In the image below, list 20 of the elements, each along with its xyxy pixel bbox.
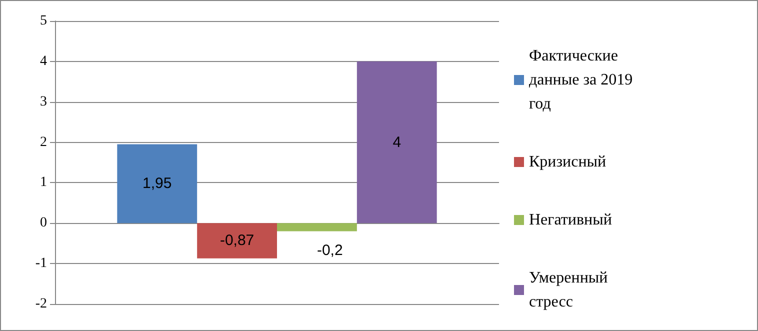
bar <box>197 223 277 258</box>
data-label: 4 <box>392 134 402 151</box>
legend-label: Негативный <box>529 212 612 228</box>
y-tick-label: 5 <box>40 14 47 28</box>
bar <box>117 144 198 224</box>
data-label: -0,87 <box>220 232 254 250</box>
y-tick-label: 0 <box>40 216 47 231</box>
y-tick-label: 4 <box>40 54 47 69</box>
legend-label: Умеренный стресс <box>529 270 612 310</box>
bar <box>356 61 437 224</box>
legend-label: Фактические данные за 2019 год <box>529 48 637 112</box>
bar <box>277 223 357 232</box>
y-tick-label: -2 <box>35 296 47 312</box>
data-label: -0,2 <box>316 242 343 260</box>
y-tick-label: -1 <box>35 256 47 272</box>
legend-label: Кризисный <box>529 154 607 170</box>
y-tick-label: 3 <box>40 94 47 110</box>
data-label: 1,95 <box>142 175 172 192</box>
y-tick-label: 1 <box>40 175 47 190</box>
y-tick-label: 2 <box>40 134 47 150</box>
